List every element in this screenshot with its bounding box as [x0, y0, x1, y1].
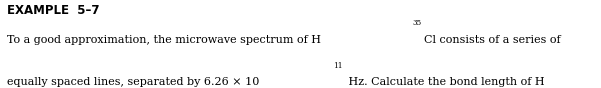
Text: EXAMPLE  5–7: EXAMPLE 5–7	[7, 4, 100, 17]
Text: 11: 11	[333, 62, 343, 70]
Text: Cl consists of a series of: Cl consists of a series of	[424, 35, 561, 45]
Text: To a good approximation, the microwave spectrum of H: To a good approximation, the microwave s…	[7, 35, 321, 45]
Text: equally spaced lines, separated by 6.26 × 10: equally spaced lines, separated by 6.26 …	[7, 77, 260, 87]
Text: 35: 35	[412, 19, 421, 27]
Text: Hz. Calculate the bond length of H: Hz. Calculate the bond length of H	[345, 77, 545, 87]
